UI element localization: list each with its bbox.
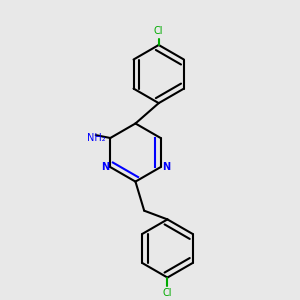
Text: Cl: Cl: [163, 288, 172, 298]
Text: Cl: Cl: [154, 26, 164, 36]
Text: N: N: [101, 162, 109, 172]
Text: N: N: [162, 162, 170, 172]
Text: NH₂: NH₂: [87, 133, 106, 143]
